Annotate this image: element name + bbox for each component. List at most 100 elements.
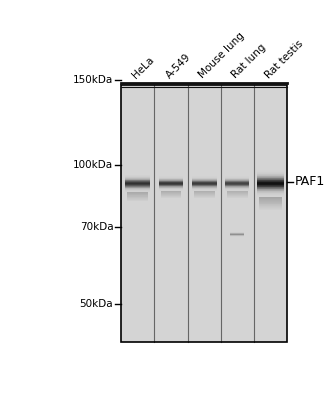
Bar (257, 185, 284, 186)
Bar (125, 179, 150, 180)
Bar (257, 194, 284, 195)
Bar (259, 206, 282, 207)
Bar (194, 195, 215, 196)
Bar (257, 173, 284, 174)
Bar (125, 177, 150, 178)
Bar (259, 201, 282, 202)
Bar (227, 194, 248, 195)
Text: PAF1: PAF1 (294, 176, 325, 188)
Bar (257, 171, 284, 172)
Bar (194, 193, 215, 194)
Text: Rat lung: Rat lung (230, 42, 268, 80)
Bar (121, 85, 287, 342)
Bar (257, 191, 284, 192)
Bar (257, 196, 284, 197)
Bar (227, 197, 248, 198)
Bar (257, 182, 284, 183)
Bar (127, 194, 148, 195)
Text: 50kDa: 50kDa (80, 299, 113, 309)
Bar (227, 191, 248, 192)
Bar (257, 181, 284, 182)
Bar (127, 196, 148, 197)
Bar (127, 198, 148, 199)
Bar (161, 194, 181, 195)
Bar (161, 197, 181, 198)
Bar (257, 179, 284, 180)
Text: Rat testis: Rat testis (264, 38, 306, 80)
Bar (161, 192, 181, 193)
Bar (125, 187, 150, 188)
Bar (161, 196, 181, 197)
Bar (127, 197, 148, 198)
Text: A-549: A-549 (164, 52, 193, 80)
Bar (259, 203, 282, 204)
Text: 70kDa: 70kDa (80, 222, 113, 232)
Bar (257, 176, 284, 177)
Bar (257, 183, 284, 184)
Bar (125, 180, 150, 181)
Bar (257, 193, 284, 194)
Bar (259, 209, 282, 210)
Bar (259, 200, 282, 201)
Bar (257, 188, 284, 189)
Bar (257, 174, 284, 175)
Bar (125, 178, 150, 179)
Bar (125, 191, 150, 192)
Bar (194, 191, 215, 192)
Bar (227, 192, 248, 193)
Bar (125, 182, 150, 183)
Bar (125, 190, 150, 191)
Bar (259, 208, 282, 209)
Bar (161, 193, 181, 194)
Bar (125, 188, 150, 189)
Bar (257, 177, 284, 178)
Bar (257, 170, 284, 171)
Bar (259, 197, 282, 198)
Bar (125, 183, 150, 184)
Bar (127, 200, 148, 201)
Bar (257, 195, 284, 196)
Bar (257, 175, 284, 176)
Bar (194, 197, 215, 198)
Bar (257, 190, 284, 191)
Bar (125, 176, 150, 177)
Bar (127, 195, 148, 196)
Text: 100kDa: 100kDa (73, 160, 113, 170)
Bar (259, 202, 282, 203)
Bar (259, 199, 282, 200)
Bar (257, 172, 284, 173)
Text: HeLa: HeLa (131, 55, 156, 80)
Bar (127, 193, 148, 194)
Bar (227, 193, 248, 194)
Bar (227, 195, 248, 196)
Text: 150kDa: 150kDa (73, 75, 113, 85)
Bar (127, 192, 148, 193)
Bar (259, 207, 282, 208)
Bar (161, 195, 181, 196)
Bar (125, 189, 150, 190)
Bar (194, 194, 215, 195)
Text: Mouse lung: Mouse lung (197, 31, 247, 80)
Bar (257, 186, 284, 187)
Bar (257, 189, 284, 190)
Bar (259, 205, 282, 206)
Bar (125, 181, 150, 182)
Bar (125, 186, 150, 187)
Bar (257, 192, 284, 193)
Bar (194, 192, 215, 193)
Bar (127, 199, 148, 200)
Bar (257, 180, 284, 181)
Bar (125, 184, 150, 185)
Bar (125, 175, 150, 176)
Bar (227, 196, 248, 197)
Bar (121, 85, 287, 342)
Bar (259, 204, 282, 205)
Bar (257, 184, 284, 185)
Bar (161, 191, 181, 192)
Bar (257, 187, 284, 188)
Bar (125, 174, 150, 175)
Bar (259, 198, 282, 199)
Bar (125, 185, 150, 186)
Bar (257, 178, 284, 179)
Bar (194, 196, 215, 197)
